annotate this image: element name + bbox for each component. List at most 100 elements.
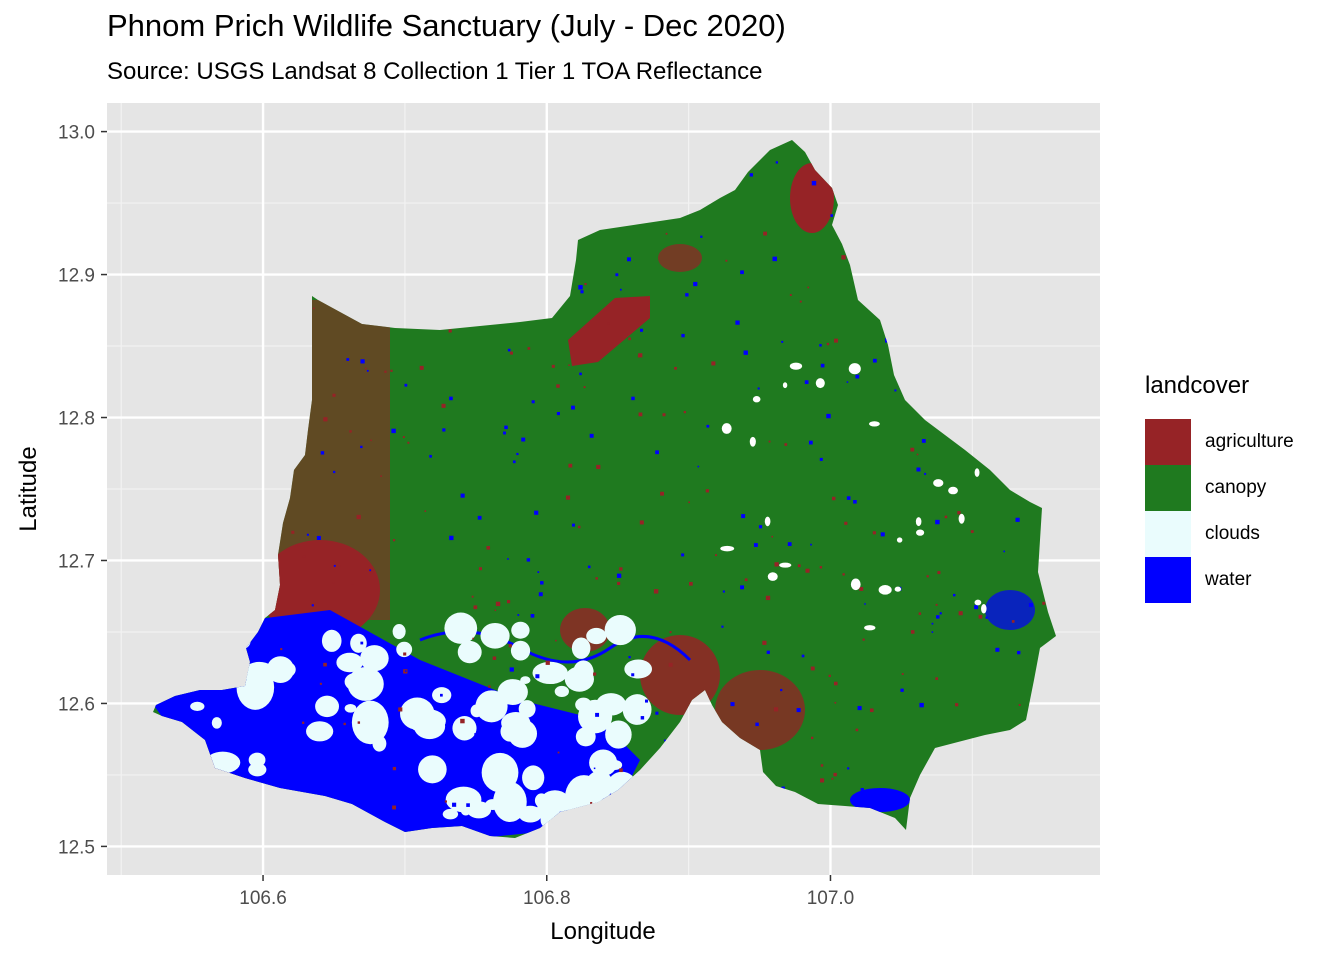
- raster-speckle: [766, 650, 770, 654]
- raster-speckle: [351, 581, 355, 585]
- raster-speckle: [831, 777, 834, 780]
- raster-speckle: [683, 410, 686, 414]
- chart-title: Phnom Prich Wildlife Sanctuary (July - D…: [107, 8, 786, 43]
- raster-speckle: [619, 768, 623, 773]
- raster-speckle: [640, 328, 644, 332]
- raster-speckle: [584, 282, 587, 286]
- raster-speckle: [323, 417, 328, 422]
- raster-speckle: [538, 592, 543, 597]
- x-tick-label: 106.8: [523, 888, 571, 909]
- raster-speckle: [1003, 550, 1005, 553]
- raster-speckle: [512, 460, 516, 464]
- raster-speckle: [306, 533, 309, 536]
- water-patch-south: [850, 788, 910, 812]
- raster-speckle: [901, 673, 904, 675]
- raster-speckle: [844, 521, 848, 525]
- cloud-patch: [353, 684, 364, 691]
- raster-speckle: [1011, 620, 1015, 623]
- raster-speckle: [916, 453, 919, 456]
- raster-speckle: [316, 535, 321, 540]
- y-axis-title: Latitude: [15, 446, 42, 531]
- raster-speckle: [291, 530, 295, 534]
- raster-speckle: [796, 708, 801, 713]
- raster-speckle: [571, 405, 575, 410]
- raster-speckle: [681, 553, 685, 557]
- raster-speckle: [842, 573, 845, 576]
- cloud-patch: [418, 755, 447, 784]
- raster-speckle: [440, 693, 443, 697]
- raster-speckle: [346, 358, 350, 361]
- raster-speckle: [568, 463, 573, 468]
- legend-key-clouds: [1145, 511, 1191, 557]
- legend-label-agriculture: agriculture: [1205, 431, 1294, 452]
- raster-speckle: [758, 525, 763, 529]
- raster-speckle: [810, 543, 812, 546]
- cloud-patch: [624, 659, 653, 679]
- raster-speckle: [375, 755, 380, 759]
- raster-speckle: [364, 367, 367, 370]
- raster-speckle: [859, 587, 864, 591]
- raster-speckle: [808, 440, 813, 445]
- raster-speckle: [617, 581, 621, 586]
- cloud-patch: [485, 799, 500, 810]
- cloud-patch: [392, 624, 406, 640]
- y-tick-label: 12.7: [58, 551, 95, 572]
- raster-speckle: [787, 542, 792, 547]
- raster-speckle: [503, 431, 506, 435]
- raster-speckle: [580, 290, 584, 294]
- raster-speckle: [881, 804, 885, 808]
- raster-speckle: [390, 369, 393, 372]
- raster-speckle: [460, 718, 465, 724]
- raster-speckle: [349, 430, 352, 433]
- cloud-patch: [575, 697, 592, 712]
- raster-speckle: [757, 387, 760, 390]
- raster-speckle: [772, 256, 777, 262]
- raster-speckle: [619, 567, 623, 571]
- raster-speckle: [828, 674, 831, 677]
- legend-item-clouds: clouds: [1145, 511, 1335, 557]
- raster-speckle: [805, 568, 810, 573]
- raster-gap: [752, 395, 761, 403]
- cloud-patch: [351, 700, 389, 745]
- raster-speckle: [953, 593, 956, 597]
- raster-speckle: [755, 722, 759, 727]
- raster-speckle: [593, 672, 597, 676]
- raster-speckle: [655, 450, 659, 455]
- raster-speckle: [819, 344, 822, 347]
- cloud-patch: [622, 694, 652, 725]
- raster-speckle: [862, 638, 865, 641]
- raster-speckle: [1015, 517, 1020, 522]
- raster-speckle: [466, 803, 470, 807]
- raster-speckle: [765, 595, 771, 601]
- raster-gap: [848, 363, 861, 375]
- cloud-patch: [480, 622, 510, 649]
- cloud-patch: [306, 721, 334, 742]
- raster-speckle: [711, 361, 716, 366]
- raster-speckle: [448, 329, 452, 333]
- raster-speckle: [486, 546, 491, 550]
- raster-speckle: [665, 232, 668, 235]
- raster-speckle: [407, 441, 410, 444]
- x-axis-title: Longitude: [550, 918, 655, 945]
- raster-speckle: [424, 510, 427, 512]
- raster-speckle: [526, 558, 531, 562]
- raster-speckle: [935, 603, 938, 606]
- raster-speckle: [637, 355, 641, 358]
- raster-speckle: [681, 333, 685, 338]
- raster-speckle: [811, 180, 817, 186]
- raster-speckle: [935, 519, 940, 525]
- x-tick-label: 107.0: [807, 888, 855, 909]
- raster-speckle: [937, 571, 941, 575]
- raster-gap: [779, 562, 792, 568]
- cloud-patch: [501, 712, 531, 734]
- raster-speckle: [443, 710, 448, 715]
- legend-item-canopy: canopy: [1145, 465, 1335, 511]
- agriculture-patch-north-2: [658, 244, 702, 272]
- cloud-patch: [605, 720, 632, 749]
- raster-speckle: [631, 673, 635, 677]
- raster-speckle: [477, 515, 482, 520]
- raster-speckle: [801, 654, 805, 658]
- raster-speckle: [379, 773, 383, 778]
- cloud-patch: [532, 661, 568, 685]
- raster-gap: [878, 585, 892, 595]
